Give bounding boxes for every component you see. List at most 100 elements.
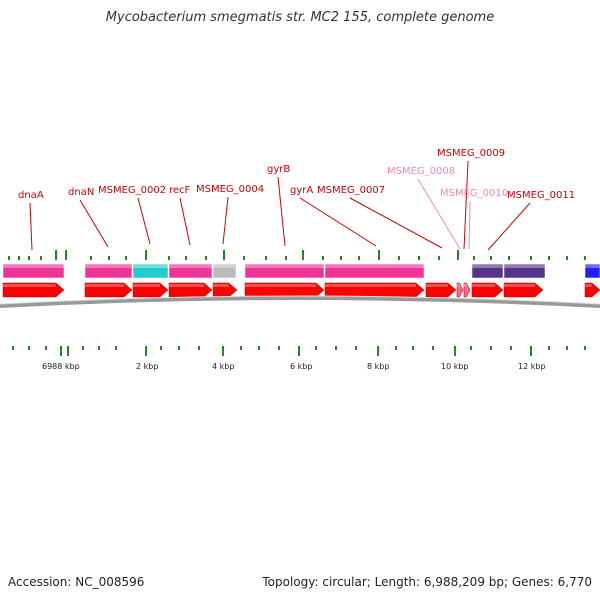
leader-line-msmeg_0009 xyxy=(463,160,469,250)
feature-highlight xyxy=(133,264,168,268)
bottom-tick xyxy=(115,346,117,350)
feature-highlight xyxy=(3,264,64,268)
feature-block xyxy=(324,263,425,279)
cds-arrow xyxy=(212,282,238,298)
leader-line-dnaa xyxy=(29,202,33,251)
bottom-tick xyxy=(315,346,317,350)
feature-highlight xyxy=(85,264,132,268)
cds-arrow xyxy=(168,282,213,298)
top-tick xyxy=(302,250,304,260)
cds-highlight xyxy=(325,284,416,287)
top-tick xyxy=(438,256,440,260)
bottom-tick xyxy=(28,346,30,350)
bottom-tick xyxy=(160,346,162,350)
bottom-tick xyxy=(566,346,568,350)
feature-highlight xyxy=(504,264,545,268)
top-tick xyxy=(584,256,586,260)
top-tick xyxy=(378,250,380,260)
top-tick xyxy=(398,256,400,260)
gene-label-dnaa: dnaA xyxy=(18,190,44,201)
feature-block xyxy=(84,263,133,279)
gene-label-msmeg_0011: MSMEG_0011 xyxy=(507,190,575,201)
top-tick xyxy=(185,256,187,260)
bottom-tick xyxy=(490,346,492,350)
cds-arrow xyxy=(456,282,464,298)
scale-label: 10 kbp xyxy=(441,362,469,371)
cds-arrow xyxy=(584,282,600,298)
top-tick xyxy=(168,256,170,260)
leader-line-dnan xyxy=(79,199,109,248)
gene-label-gyrb: gyrB xyxy=(267,164,290,175)
accession-text: Accession: NC_008596 xyxy=(8,575,145,589)
feature-highlight xyxy=(325,264,424,268)
genome-backbone xyxy=(0,296,600,308)
bottom-tick xyxy=(395,346,397,350)
feature-block xyxy=(584,263,600,279)
feature-block xyxy=(168,263,213,279)
cds-arrow xyxy=(84,282,133,298)
cds-highlight xyxy=(3,284,56,287)
feature-highlight xyxy=(169,264,212,268)
feature-block xyxy=(2,263,65,279)
cds-highlight xyxy=(213,284,229,287)
feature-highlight xyxy=(472,264,503,268)
cds-highlight xyxy=(504,284,535,287)
feature-block xyxy=(503,263,546,279)
feature-block xyxy=(471,263,504,279)
feature-block xyxy=(212,263,237,279)
feature-track xyxy=(2,263,600,279)
top-tick xyxy=(28,256,30,260)
bottom-tick xyxy=(510,346,512,350)
bottom-tick xyxy=(98,346,100,350)
feature-highlight xyxy=(245,264,324,268)
top-tick xyxy=(223,250,225,260)
feature-block xyxy=(244,263,325,279)
gene-label-recf: recF xyxy=(169,185,191,196)
top-tick xyxy=(418,256,420,260)
bottom-tick xyxy=(82,346,84,350)
top-tick xyxy=(473,256,475,260)
bottom-tick xyxy=(278,346,280,350)
bottom-tick xyxy=(12,346,14,350)
bottom-tick xyxy=(198,346,200,350)
cds-highlight xyxy=(245,284,316,287)
feature-block xyxy=(132,263,169,279)
leader-line-msmeg_0007 xyxy=(349,197,443,249)
top-tick xyxy=(90,256,92,260)
top-tick xyxy=(566,256,568,260)
gene-label-msmeg_0004: MSMEG_0004 xyxy=(196,184,264,195)
scale-label: 6 kbp xyxy=(290,362,312,371)
top-tick xyxy=(457,250,459,260)
bottom-tick xyxy=(240,346,242,350)
cds-arrow xyxy=(463,282,471,298)
cds-arrow xyxy=(324,282,425,298)
backbone-highlight xyxy=(0,295,600,305)
scale-label-group: 6988 kbp 2 kbp 4 kbp 6 kbp 8 kbp 10 kbp 12 kbp xyxy=(42,362,546,371)
bottom-tick xyxy=(67,346,69,356)
cds-highlight xyxy=(472,284,495,287)
cds-highlight xyxy=(169,284,204,287)
scale-label: 4 kbp xyxy=(212,362,234,371)
cds-arrow xyxy=(132,282,169,298)
bottom-tick xyxy=(530,346,532,356)
gene-label-msmeg_0007: MSMEG_0007 xyxy=(317,185,385,196)
genome-summary-text: Topology: circular; Length: 6,988,209 bp… xyxy=(262,575,592,589)
bottom-tick xyxy=(432,346,434,350)
leader-line-msmeg_0002 xyxy=(137,197,151,245)
scale-label: 12 kbp xyxy=(518,362,546,371)
gene-label-group: dnaA dnaN MSMEG_0002 recF MSMEG_0004gyrBgyrA… xyxy=(18,148,575,201)
gene-label-msmeg_0008: MSMEG_0008 xyxy=(387,166,455,177)
top-tick xyxy=(205,256,207,260)
bottom-tick xyxy=(335,346,337,350)
cds-arrow xyxy=(244,282,325,298)
top-tick xyxy=(145,250,147,260)
gene-label-gyra: gyrA xyxy=(290,185,313,196)
bottom-tick xyxy=(470,346,472,350)
bottom-tick xyxy=(548,346,550,350)
top-tick xyxy=(490,256,492,260)
bottom-tick xyxy=(377,346,379,356)
upper-tick-row xyxy=(8,250,586,260)
cds-highlight xyxy=(585,284,592,287)
leader-line-msmeg_0010 xyxy=(468,200,471,250)
cds-arrow xyxy=(471,282,504,298)
